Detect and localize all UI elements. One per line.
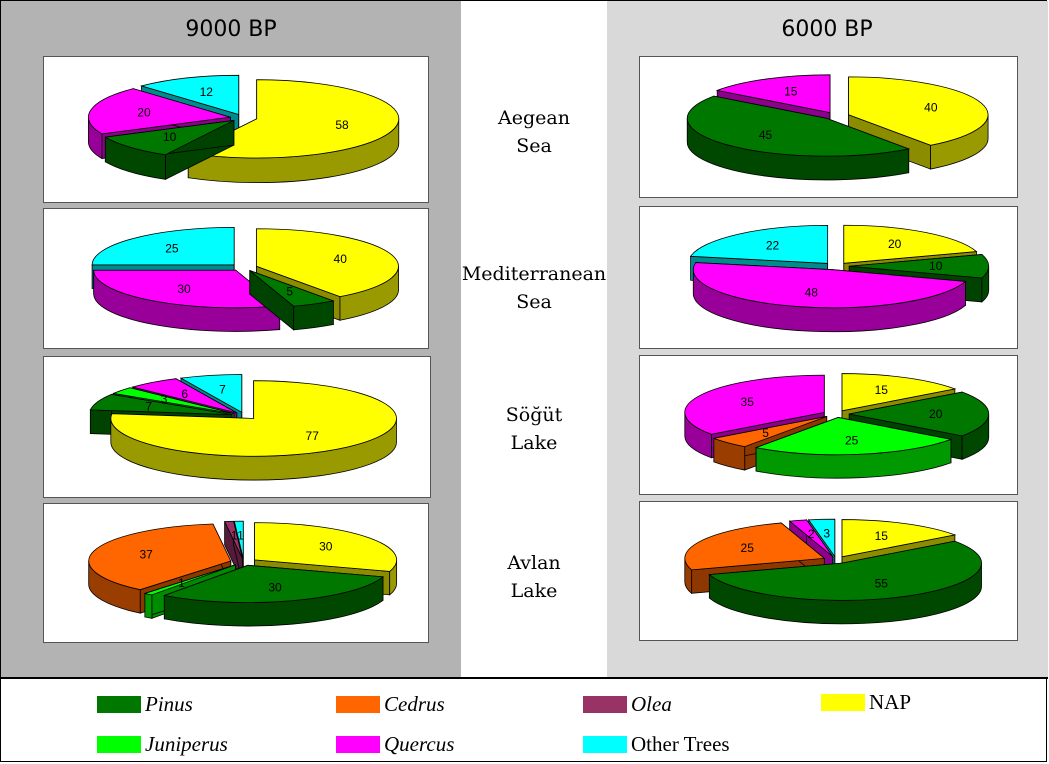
- legend-label: Pinus: [145, 692, 193, 716]
- legend-swatch: [583, 696, 627, 713]
- pie-value-label: 10: [163, 130, 177, 144]
- pie-value-label: 1: [237, 528, 244, 542]
- region-line: Lake: [510, 580, 558, 602]
- legend-swatch: [336, 736, 380, 753]
- pie-value-label: 10: [929, 259, 943, 273]
- region-label-avlan: Avlan Lake: [461, 549, 607, 605]
- legend-label: NAP: [869, 690, 912, 714]
- pie-value-label: 77: [306, 429, 320, 443]
- region-line: Lake: [510, 432, 558, 454]
- pie-value-label: 15: [875, 383, 889, 397]
- pie-panel-9000-sogut: 7 6 3 7 77: [43, 356, 431, 498]
- pie-value-label: 20: [929, 407, 943, 421]
- pie-value-label: 55: [875, 577, 889, 591]
- pie-panel-6000-aegean: 15 40 45: [639, 56, 1018, 198]
- pie-value-label: 7: [219, 382, 226, 396]
- region-label-mediterranean: Mediterranean Sea: [461, 260, 607, 316]
- pie-slice-pinus: 45: [686, 95, 911, 181]
- legend-label: Juniperus: [145, 732, 228, 756]
- legend-swatch: [583, 736, 627, 753]
- pie-value-label: 48: [805, 286, 819, 300]
- pie-chart: 12 20 58 10: [87, 74, 400, 184]
- pie-value-label: 30: [268, 580, 282, 594]
- pie-chart: 25 40 30 5: [91, 226, 399, 332]
- pie-value-label: 22: [766, 238, 780, 252]
- region-label-sogut: Söğüt Lake: [461, 401, 607, 457]
- period-title-6000bp: 6000 BP: [781, 17, 873, 42]
- pie-panel-9000-mediterranean: 25 40 30 5: [43, 208, 429, 349]
- legend-label: Other Trees: [631, 732, 730, 756]
- pie-slice-juniperus: 25: [754, 416, 953, 479]
- pie-slice-pinus: 55: [708, 540, 982, 625]
- pie-value-label: 40: [924, 100, 938, 114]
- pie-chart: 32 15 25 55: [684, 518, 982, 625]
- pie-value-label: 25: [165, 241, 179, 255]
- pie-value-label: 25: [741, 541, 755, 555]
- pie-value-label: 5: [286, 284, 293, 298]
- pie-value-label: 5: [762, 426, 769, 440]
- pie-panel-6000-mediterranean: 20 22 10 48: [639, 206, 1018, 349]
- pie-value-label: 25: [845, 433, 859, 447]
- period-title-9000bp: 9000 BP: [185, 17, 277, 42]
- pie-chart: 20 22 10 48: [689, 224, 990, 333]
- pie-value-label: 58: [335, 118, 349, 132]
- pie-value-label: 1: [231, 528, 238, 542]
- legend-swatch: [97, 736, 141, 753]
- pie-value-label: 37: [140, 548, 154, 562]
- pie-value-label: 6: [181, 387, 188, 401]
- pie-slice-pinus: 10: [104, 119, 235, 181]
- region-line: Aegean: [498, 107, 570, 129]
- pie-value-label: 35: [741, 395, 755, 409]
- pie-value-label: 7: [145, 400, 152, 414]
- legend-divider: [1, 677, 1048, 679]
- pie-value-label: 15: [784, 85, 798, 99]
- pie-value-label: 2: [808, 527, 815, 541]
- pie-value-label: 45: [759, 128, 773, 142]
- legend-swatch: [821, 694, 865, 711]
- legend-swatch: [336, 696, 380, 713]
- legend-swatch: [97, 696, 141, 713]
- pie-panel-9000-avlan: 1 1 30 37 1 30: [43, 503, 429, 643]
- pie-chart: 15 35 20 5 25: [684, 373, 990, 479]
- pie-panel-6000-sogut: 15 35 20 5 25: [639, 355, 1018, 495]
- pie-value-label: 40: [334, 252, 348, 266]
- pie-slice-quercus: 30: [93, 269, 281, 332]
- pie-panel-6000-avlan: 3 2 15 25 55: [639, 501, 1018, 641]
- pie-panel-9000-aegean: 12 20 58 10: [43, 56, 429, 203]
- legend-label: Olea: [631, 692, 672, 716]
- pie-value-label: 30: [177, 282, 191, 296]
- pie-value-label: 1: [178, 576, 185, 590]
- pie-value-label: 20: [137, 106, 151, 120]
- pie-value-label: 15: [875, 529, 889, 543]
- pie-slice-quercus: 48: [692, 262, 967, 333]
- region-line: Mediterranean: [461, 263, 607, 285]
- pie-value-label: 3: [823, 526, 830, 540]
- region-line: Söğüt: [505, 404, 563, 426]
- pie-value-label: 3: [161, 392, 168, 406]
- pie-value-label: 20: [888, 237, 902, 251]
- pie-slice-pinus: 5: [249, 269, 335, 331]
- pie-slice-nap: 77: [110, 380, 397, 481]
- region-line: Sea: [516, 135, 552, 157]
- region-label-aegean: Aegean Sea: [461, 104, 607, 160]
- legend-label: Cedrus: [384, 692, 445, 716]
- pie-value-label: 30: [319, 539, 333, 553]
- pie-slice-pinus: 30: [162, 564, 384, 627]
- legend-label: Quercus: [384, 732, 455, 756]
- region-line: Avlan: [507, 552, 561, 574]
- pie-value-label: 12: [200, 85, 214, 99]
- pie-chart: 15 40 45: [686, 74, 989, 181]
- region-line: Sea: [516, 291, 552, 313]
